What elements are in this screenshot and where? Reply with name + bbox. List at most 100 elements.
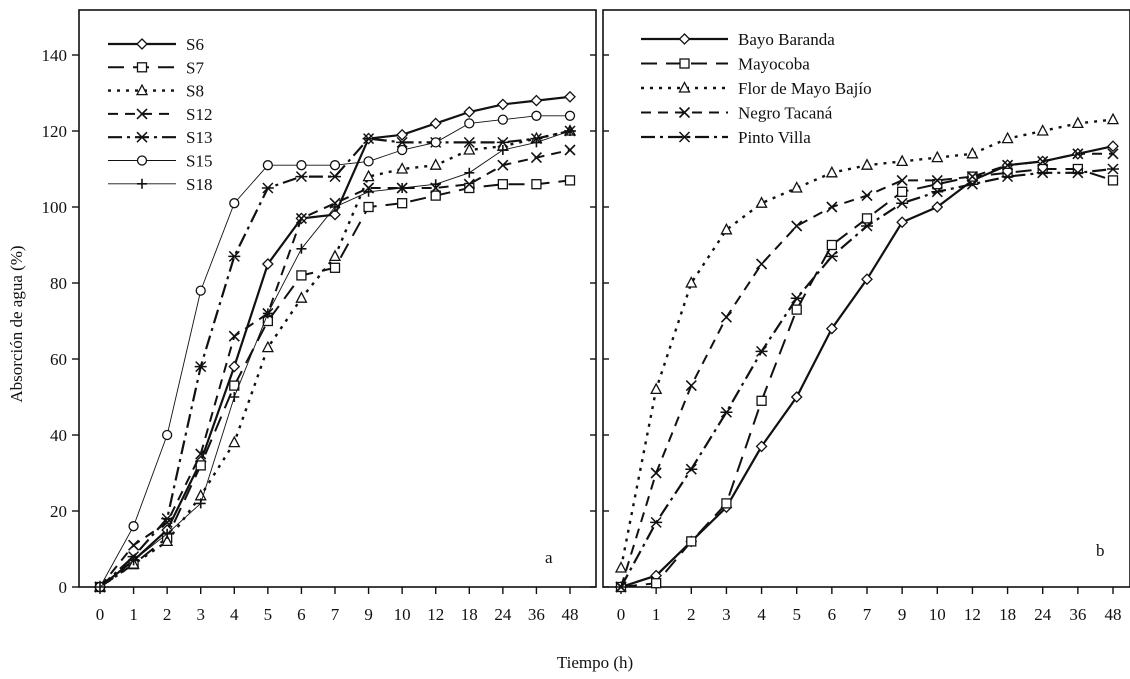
- data-point: [396, 198, 408, 209]
- data-point: [329, 208, 341, 221]
- data-point: [931, 150, 944, 163]
- data-point: [195, 498, 206, 509]
- data-point: [464, 118, 475, 129]
- x-tick-label: 36: [1069, 605, 1086, 624]
- legend-label: S6: [186, 35, 204, 54]
- data-point: [1071, 167, 1084, 179]
- data-point: [790, 292, 803, 304]
- data-point: [825, 165, 838, 178]
- legend-label: Mayocoba: [738, 55, 810, 74]
- data-point: [531, 110, 542, 121]
- y-tick-label: 80: [50, 274, 67, 293]
- x-tick-label: 36: [528, 605, 545, 624]
- y-axis-ticks: [603, 54, 609, 588]
- legend-label: S8: [186, 82, 204, 101]
- y-tick-label: 40: [50, 426, 67, 445]
- data-point: [330, 202, 340, 212]
- data-point: [650, 516, 663, 528]
- data-point: [296, 243, 307, 254]
- x-tick-label: 0: [617, 605, 626, 624]
- data-point: [564, 110, 576, 121]
- data-point: [861, 220, 873, 232]
- data-point: [463, 106, 476, 118]
- data-point: [861, 273, 873, 286]
- data-point: [329, 160, 341, 171]
- x-tick-label: 10: [929, 605, 946, 624]
- data-point: [1071, 116, 1084, 129]
- x-tick-label: 24: [1034, 605, 1052, 624]
- data-point: [1107, 163, 1119, 175]
- data-point: [564, 175, 576, 186]
- data-point: [931, 186, 944, 198]
- data-point: [825, 250, 838, 262]
- series-negro-tacana: [615, 148, 1119, 593]
- data-point: [464, 167, 475, 178]
- data-point: [496, 98, 509, 111]
- data-point: [430, 179, 441, 190]
- legend-marker: [136, 108, 148, 120]
- data-point: [228, 435, 241, 448]
- data-point: [261, 340, 274, 353]
- x-tick-label: 48: [1105, 605, 1122, 624]
- x-tick-label: 18: [461, 605, 478, 624]
- series-line: [99, 129, 571, 588]
- legend-item: Flor de Mayo Bajío: [641, 79, 872, 98]
- legend: Bayo Baranda Mayocoba Flor de Mayo Bajío Ne…: [641, 30, 872, 147]
- data-point: [861, 190, 873, 202]
- x-tick-label: 6: [828, 605, 837, 624]
- data-point: [1001, 171, 1014, 183]
- data-point: [826, 239, 838, 251]
- x-tick-label: 2: [163, 605, 172, 624]
- data-point: [362, 169, 375, 182]
- series-line: [620, 145, 1114, 589]
- series-flor-de-mayo-bajio: [614, 112, 1120, 573]
- x-tick-label: 5: [792, 605, 801, 624]
- data-point: [128, 521, 139, 532]
- data-point: [261, 258, 274, 270]
- data-point: [755, 440, 768, 453]
- legend-item: S8: [108, 82, 204, 101]
- y-tick-label: 20: [50, 502, 67, 521]
- legend-label: S7: [186, 58, 204, 77]
- legend-item: S18: [108, 175, 212, 194]
- data-point: [685, 463, 698, 475]
- series-pinto-villa: [615, 163, 1119, 593]
- y-axis-ticks: 0 20 40 60 80 100 120 140: [42, 46, 596, 597]
- x-tick-label: 10: [394, 605, 411, 624]
- x-axis-title: Tiempo (h): [557, 653, 633, 672]
- data-point: [721, 498, 732, 509]
- data-point: [296, 270, 307, 281]
- y-tick-label: 100: [42, 198, 68, 217]
- data-point: [397, 183, 408, 193]
- data-point: [564, 144, 576, 156]
- legend-label: S12: [186, 105, 212, 124]
- data-point: [463, 143, 476, 155]
- data-point: [328, 249, 342, 262]
- panel-letter: a: [545, 548, 553, 567]
- data-point: [128, 539, 140, 551]
- series-s8: [93, 124, 577, 592]
- plot-frame: [78, 9, 597, 588]
- data-point: [565, 126, 575, 136]
- data-point: [463, 178, 475, 190]
- data-point: [194, 361, 207, 373]
- data-point: [531, 137, 542, 148]
- data-point: [262, 308, 273, 319]
- data-point: [931, 201, 944, 213]
- panel-letter: b: [1096, 541, 1105, 560]
- data-point: [564, 90, 576, 103]
- data-point: [262, 160, 274, 171]
- data-point: [791, 304, 802, 315]
- data-point: [228, 330, 240, 342]
- series-mayocoba: [615, 163, 1119, 593]
- data-point: [295, 212, 307, 224]
- data-point: [966, 146, 979, 159]
- data-point: [363, 201, 374, 213]
- legend-label: S18: [186, 175, 212, 194]
- data-point: [614, 561, 628, 573]
- data-point: [228, 250, 241, 262]
- data-point: [161, 513, 174, 525]
- legend-item: S15: [108, 152, 212, 171]
- data-point: [650, 578, 662, 589]
